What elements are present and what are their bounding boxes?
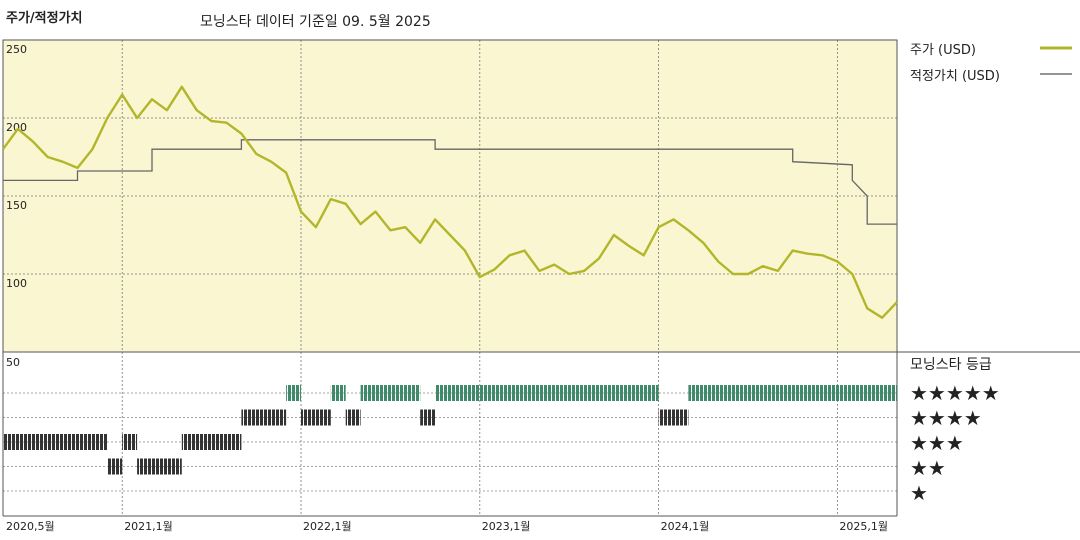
x-tick-label: 2025,1월	[839, 520, 888, 533]
rating-period-bar	[241, 409, 287, 426]
rating-period-bar	[3, 434, 108, 450]
rating-period-bar	[688, 385, 897, 401]
y-tick-label: 150	[6, 199, 27, 212]
rating-axis-label: 50	[6, 356, 20, 369]
rating-period-bar	[330, 385, 346, 401]
x-tick-label: 2023,1월	[482, 520, 531, 533]
rating-period-bar	[107, 458, 123, 475]
rating-period-bar	[181, 434, 242, 450]
rating-period-bar	[435, 385, 659, 401]
rating-period-bar	[122, 434, 138, 450]
price-panel-background	[3, 40, 897, 352]
legend-fair-value-label: 적정가치 (USD)	[910, 69, 1000, 84]
price-line	[2, 85, 898, 319]
rating-legend-title: 모닝스타 등급	[910, 357, 992, 373]
fair-value-line	[3, 139, 897, 225]
rating-4-stars: ★★★★	[910, 406, 982, 430]
section-title: 주가/적정가치	[6, 10, 83, 26]
rating-3-stars: ★★★	[910, 431, 964, 455]
x-tick-label: 2022,1월	[303, 520, 352, 533]
rating-1-star: ★	[910, 481, 928, 505]
rating-period-bar	[137, 458, 182, 475]
x-axis-labels: 2020,5월 2021,1월 2022,1월 2023,1월 2024,1월 2025,…	[6, 520, 888, 533]
rating-2-stars: ★★	[910, 456, 946, 480]
rating-period-bar	[301, 409, 331, 426]
rating-period-bar	[286, 385, 301, 401]
rating-5-stars: ★★★★★	[910, 381, 1000, 405]
x-tick-label: 2024,1월	[661, 520, 710, 533]
y-tick-label: 250	[6, 43, 27, 56]
x-tick-label: 2021,1월	[124, 520, 173, 533]
legend-price-label: 주가 (USD)	[910, 43, 976, 58]
rating-gridlines	[3, 392, 897, 492]
chart-subtitle: 모닝스타 데이터 기준일 09. 5월 2025	[200, 14, 431, 30]
x-tick-label: 2020,5월	[6, 520, 55, 533]
rating-period-bar	[345, 409, 361, 426]
star-rating-bars	[3, 385, 897, 475]
rating-period-bar	[658, 409, 689, 426]
y-tick-label: 100	[6, 277, 27, 290]
rating-period-bar	[360, 385, 421, 401]
rating-period-bar	[420, 409, 436, 426]
